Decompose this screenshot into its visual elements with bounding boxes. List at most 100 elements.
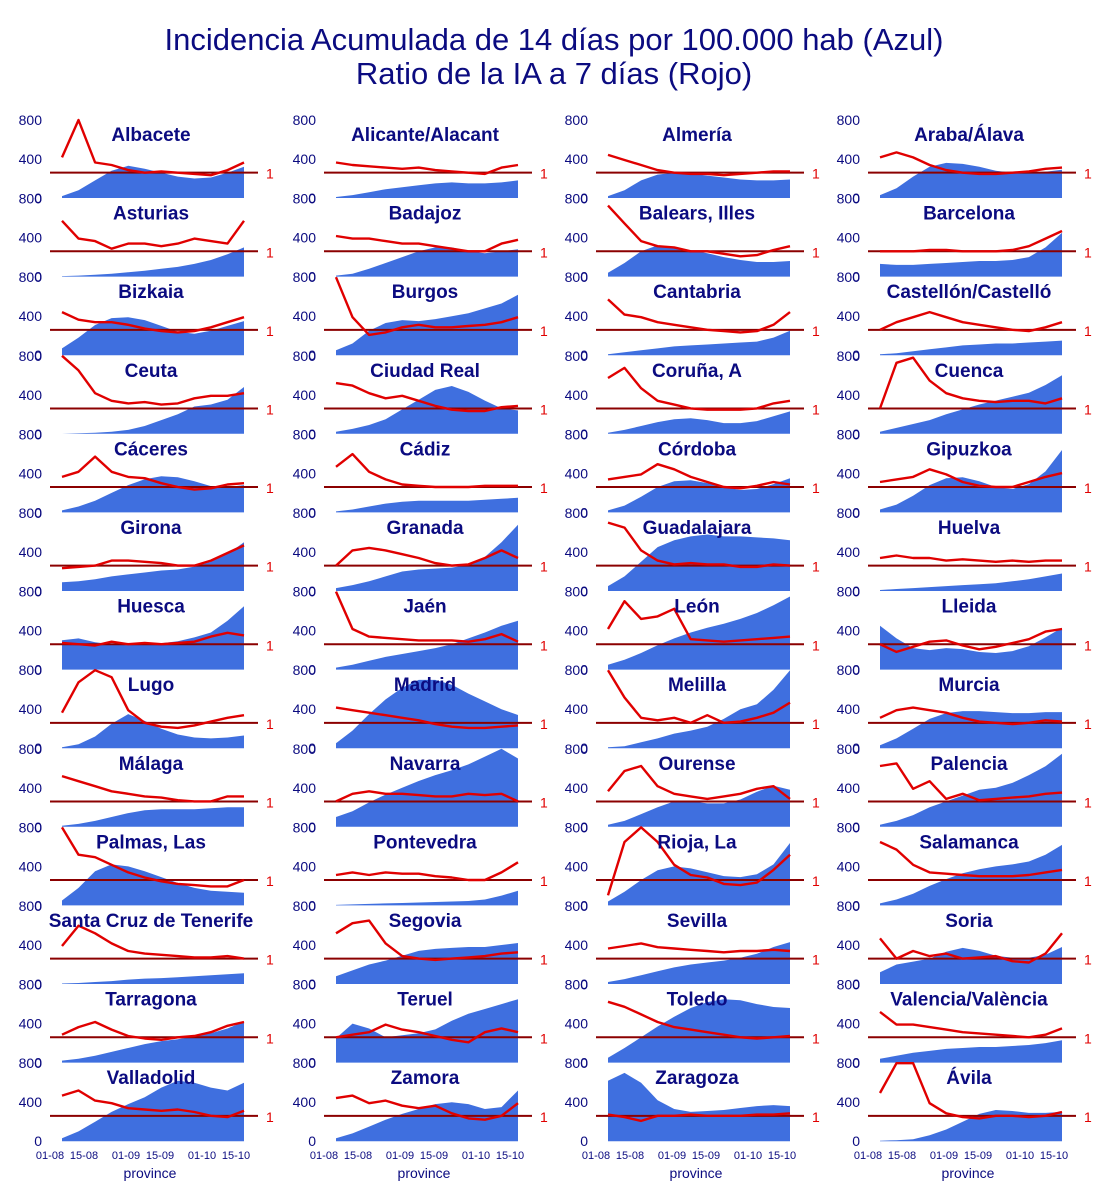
y-tick-label: 800 (293, 662, 317, 678)
y-tick-label: 400 (19, 230, 43, 246)
ia-area (608, 478, 790, 513)
ratio-reference-label: 1 (540, 637, 548, 653)
y-tick-label: 0 (308, 583, 316, 599)
panel-title: Toledo (667, 990, 728, 1011)
y-tick-label: 0 (580, 740, 588, 756)
ratio-reference-label: 1 (812, 794, 820, 810)
panel-title: Balears, Illes (639, 204, 755, 225)
ia-area (880, 232, 1062, 277)
x-tick-label: 15-08 (70, 1150, 98, 1162)
ratio-reference-label: 1 (540, 559, 548, 575)
y-tick-label: 400 (565, 858, 589, 874)
panel-title: Cáceres (114, 439, 188, 460)
ia-area (880, 162, 1062, 198)
panel-title: Huelva (938, 518, 1001, 539)
panel-rioja-la: Rioja, La 0 400 800 1 (565, 819, 820, 913)
ratio-reference-label: 1 (812, 1109, 820, 1125)
ratio-line (60, 826, 245, 888)
panel-ciudad-real: Ciudad Real 0 400 800 1 (293, 348, 548, 442)
ia-area (62, 973, 244, 984)
panel-title: Lugo (128, 675, 174, 696)
ratio-line (61, 455, 245, 491)
ratio-line (606, 600, 791, 643)
y-tick-label: 400 (565, 544, 589, 560)
ia-area (336, 748, 518, 827)
x-tick-label: 01-10 (1006, 1150, 1034, 1162)
ratio-line (607, 1000, 791, 1040)
y-tick-label: 400 (19, 623, 43, 639)
y-tick-label: 400 (293, 387, 317, 403)
ratio-line (60, 118, 245, 177)
ratio-reference-label: 1 (812, 166, 820, 182)
ratio-reference-label: 1 (266, 166, 274, 182)
y-tick-label: 0 (34, 426, 42, 442)
ratio-reference-label: 1 (540, 401, 548, 417)
y-tick-label: 0 (580, 269, 588, 285)
y-tick-label: 0 (580, 504, 588, 520)
panel-santa-cruz-de-tenerife: Santa Cruz de Tenerife 0 400 800 1 (19, 898, 274, 992)
panel-salamanca: Salamanca 0 400 800 1 (837, 819, 1092, 913)
panel-title: Santa Cruz de Tenerife (49, 911, 253, 932)
ratio-line (607, 764, 791, 801)
ratio-reference-label: 1 (1084, 952, 1092, 968)
ratio-line (61, 924, 245, 960)
ratio-line (335, 861, 519, 882)
panel-title: Guadalajara (643, 518, 752, 539)
y-tick-label: 0 (308, 740, 316, 756)
panel-araba-lava: Araba/Álava 0 400 800 1 (837, 112, 1092, 206)
ratio-reference-label: 1 (540, 244, 548, 260)
y-tick-label: 0 (34, 740, 42, 756)
x-axis-title: province (398, 1165, 451, 1181)
panel-title: Málaga (119, 754, 184, 775)
y-tick-label: 0 (34, 269, 42, 285)
y-tick-label: 400 (837, 1094, 861, 1110)
ratio-reference-label: 1 (266, 559, 274, 575)
y-tick-label: 800 (837, 584, 861, 600)
x-tick-label: 01-09 (386, 1150, 414, 1162)
ratio-line (879, 468, 1063, 489)
ratio-line (335, 790, 519, 803)
y-tick-label: 0 (34, 504, 42, 520)
panel-sevilla: Sevilla 0 400 800 1 (565, 898, 820, 992)
panel-title: Albacete (111, 125, 190, 146)
y-tick-label: 0 (308, 190, 316, 206)
ia-area (336, 620, 518, 670)
ratio-reference-label: 1 (812, 1030, 820, 1046)
ratio-reference-label: 1 (1084, 559, 1092, 575)
panel-title: Teruel (397, 990, 453, 1011)
ratio-reference-label: 1 (812, 323, 820, 339)
panel-palencia: Palencia 0 400 800 1 (837, 741, 1092, 835)
panel-c-diz: Cádiz 0 400 800 1 (293, 426, 548, 520)
panels-grid: Albacete 0 400 800 1 Alicante/Alacant 0 400 800 1… (19, 112, 1092, 1181)
ia-area (62, 606, 244, 670)
y-tick-label: 0 (580, 662, 588, 678)
y-tick-label: 800 (293, 584, 317, 600)
ratio-reference-label: 1 (1084, 637, 1092, 653)
y-tick-label: 800 (19, 584, 43, 600)
y-tick-label: 400 (293, 308, 317, 324)
ratio-line (335, 1094, 519, 1121)
panel-gipuzkoa: Gipuzkoa 0 400 800 1 (837, 426, 1092, 520)
ia-area (62, 1021, 244, 1063)
x-tick-label: 01-09 (930, 1150, 958, 1162)
ratio-reference-label: 1 (1084, 873, 1092, 889)
y-tick-label: 400 (837, 151, 861, 167)
panel-teruel: Teruel 0 400 800 1 (293, 977, 548, 1071)
y-tick-label: 800 (837, 348, 861, 364)
y-tick-label: 0 (852, 976, 860, 992)
x-axis-title: province (124, 1165, 177, 1181)
y-tick-label: 800 (19, 1055, 43, 1071)
y-tick-label: 400 (293, 858, 317, 874)
ratio-reference-label: 1 (266, 794, 274, 810)
x-tick-label: 15-09 (692, 1150, 720, 1162)
panel-title: Asturias (113, 204, 189, 225)
ratio-reference-label: 1 (266, 480, 274, 496)
y-tick-label: 400 (293, 465, 317, 481)
y-tick-label: 400 (293, 151, 317, 167)
y-tick-label: 800 (293, 505, 317, 521)
ratio-line (607, 366, 791, 411)
panel-title: Coruña, A (652, 361, 742, 382)
ratio-line (606, 826, 791, 896)
ratio-reference-label: 1 (540, 794, 548, 810)
